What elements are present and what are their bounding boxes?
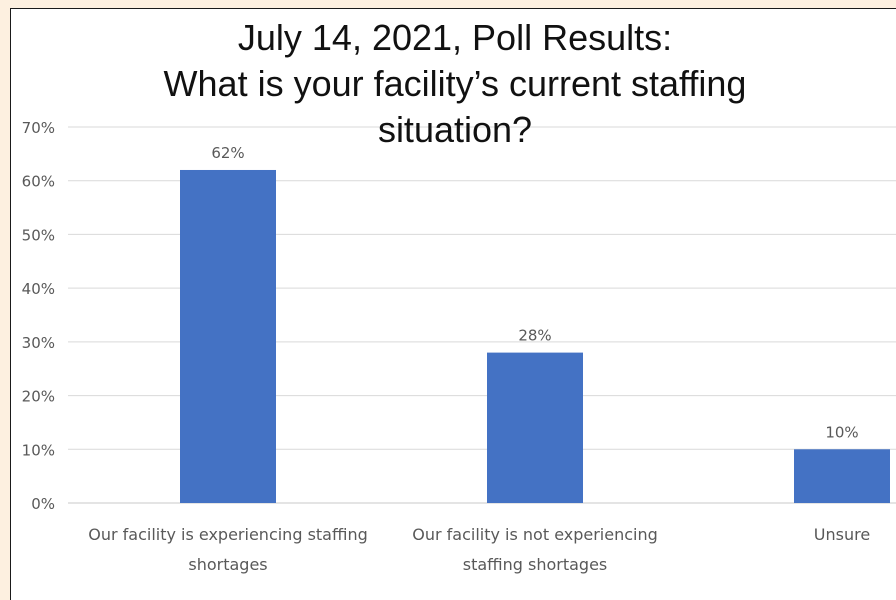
x-tick-label: shortages xyxy=(188,555,267,574)
data-label: 28% xyxy=(518,327,551,345)
y-tick-label: 40% xyxy=(22,280,55,298)
y-tick-label: 50% xyxy=(22,226,55,244)
data-label: 62% xyxy=(211,144,244,162)
x-tick-label: Our facility is not experiencing xyxy=(412,525,658,544)
y-tick-label: 30% xyxy=(22,334,55,352)
chart-frame xyxy=(10,8,896,600)
data-label: 10% xyxy=(825,423,858,441)
chart-title: July 14, 2021, Poll Results: What is you… xyxy=(163,17,747,150)
y-tick-label: 20% xyxy=(22,388,55,406)
x-tick-label: Our facility is experiencing staffing xyxy=(88,525,368,544)
bar xyxy=(794,449,890,503)
y-tick-label: 70% xyxy=(22,119,55,137)
y-tick-label: 10% xyxy=(22,441,55,459)
y-tick-label: 60% xyxy=(22,173,55,191)
bar xyxy=(487,352,583,503)
bar xyxy=(180,169,276,503)
x-tick-label: staffing shortages xyxy=(463,555,608,574)
y-tick-label: 0% xyxy=(31,495,55,513)
x-tick-label: Unsure xyxy=(814,525,870,544)
